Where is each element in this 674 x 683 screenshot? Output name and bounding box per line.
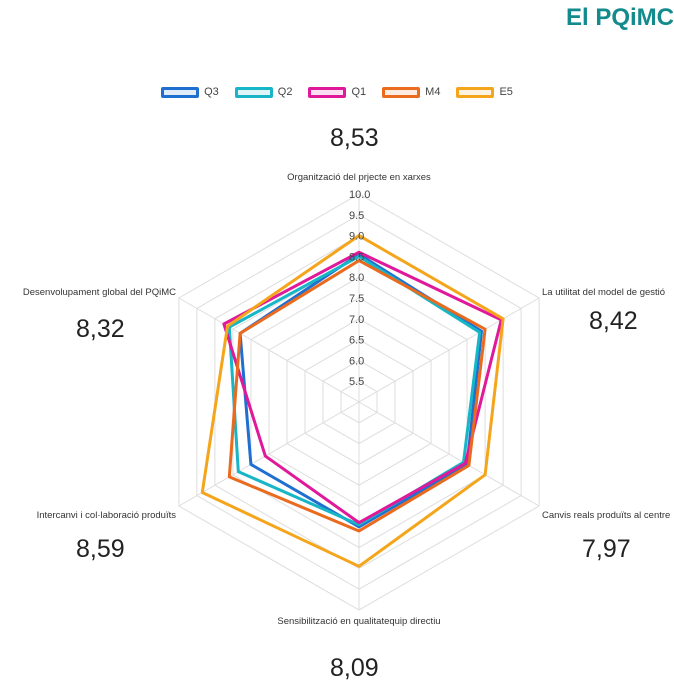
tick-label: 5.5: [349, 376, 364, 388]
grid-spoke: [178, 401, 360, 507]
legend-label: Q2: [277, 86, 293, 98]
legend-swatch: [456, 86, 495, 98]
chart-legend: Q3 Q2 Q1 M4 E5: [0, 86, 674, 98]
legend-label: Q1: [351, 86, 367, 98]
legend-item-q3[interactable]: Q3: [161, 86, 219, 98]
series-m4: [227, 259, 487, 533]
tick-label: 6.0: [349, 355, 364, 367]
axis-label: Desenvolupament global del PQiMC: [23, 287, 176, 298]
legend-item-e5[interactable]: E5: [456, 86, 513, 98]
legend-swatch: [234, 86, 273, 98]
legend-label: M4: [425, 86, 441, 98]
legend-swatch: [382, 86, 421, 98]
axis-label: La utilitat del model de gestió: [542, 287, 665, 298]
series-q2: [227, 254, 482, 527]
average-organitzacio: 8,53: [330, 124, 379, 152]
legend-label: E5: [499, 86, 513, 98]
tick-label: 6.5: [349, 335, 364, 347]
legend-item-q2[interactable]: Q2: [234, 86, 293, 98]
average-utilitat: 8,42: [589, 307, 638, 335]
tick-label: 9.0: [349, 231, 364, 243]
series-e5: [200, 234, 505, 568]
average-canvis: 7,97: [582, 535, 631, 563]
axis-label: Organització del prjecte en xarxes: [287, 172, 431, 183]
series-q1: [222, 250, 503, 525]
tick-label: 9.5: [349, 210, 364, 222]
grid-spoke: [178, 297, 360, 403]
average-sensibilitzacio: 8,09: [330, 654, 379, 682]
page-title: El PQiMC: [565, 4, 674, 31]
axis-label: Canvis reals produïts al centre: [542, 510, 670, 521]
tick-label: 8.5: [349, 251, 364, 263]
tick-label: 10.0: [349, 189, 370, 201]
tick-label: 8.0: [349, 272, 364, 284]
legend-item-q1[interactable]: Q1: [308, 86, 366, 98]
tick-label: 7.0: [349, 314, 364, 326]
legend-label: Q3: [204, 86, 219, 98]
legend-swatch: [308, 86, 347, 98]
legend-item-m4[interactable]: M4: [382, 86, 440, 98]
average-intercanvi: 8,59: [76, 535, 125, 563]
axis-label: Sensibilització en qualitatequip directi…: [277, 616, 440, 627]
tick-label: 7.5: [349, 293, 364, 305]
legend-swatch: [161, 86, 200, 98]
average-desenvolupament: 8,32: [76, 315, 125, 343]
axis-label: Intercanvi i col·laboració produïts: [37, 510, 177, 521]
grid-spoke: [358, 297, 540, 403]
grid-spoke: [358, 401, 540, 507]
